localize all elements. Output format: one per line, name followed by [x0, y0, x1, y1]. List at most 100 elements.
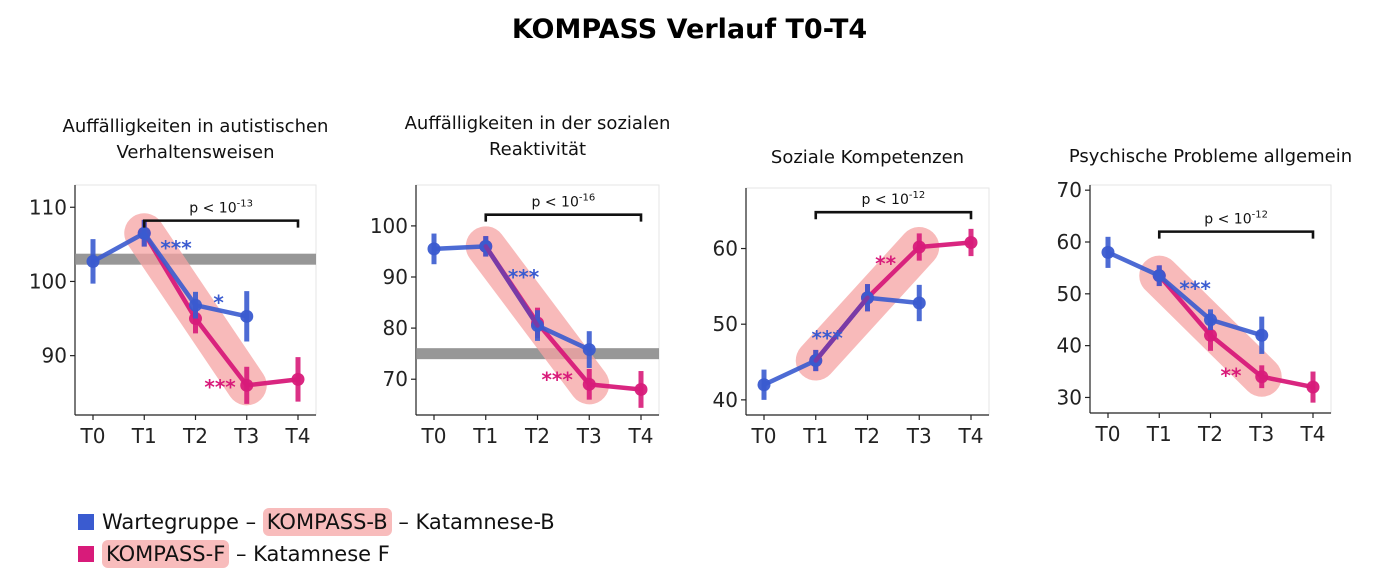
series-line-warte	[1157, 273, 1213, 322]
x-tick-label: T3	[233, 424, 259, 448]
x-tick-label: T2	[1197, 422, 1223, 446]
legend-row-kompass-f: KOMPASS-F – Katamnese F	[78, 540, 390, 568]
y-tick-label: 50	[713, 312, 738, 336]
data-point-warte	[189, 298, 202, 312]
significance-stars: ***	[508, 265, 540, 289]
x-tick-label: T2	[182, 424, 208, 448]
significance-stars: ***	[204, 375, 236, 399]
chart-panel-2: Auffälligkeiten in der sozialen Reaktivit…	[370, 113, 671, 448]
significance-stars: **	[1221, 364, 1242, 388]
reference-band	[416, 348, 659, 360]
y-tick-label: 90	[383, 265, 408, 289]
data-point-kompass_f	[634, 382, 648, 396]
x-tick-label: T1	[1146, 422, 1172, 446]
x-tick-label: T0	[1095, 422, 1121, 446]
y-tick-label: 100	[29, 269, 67, 293]
series-line-kompass_f	[865, 244, 922, 300]
legend-swatch-magenta	[78, 546, 94, 562]
x-tick-label: T1	[472, 424, 498, 448]
significance-stars: ***	[160, 236, 192, 260]
series-line-warte	[761, 358, 818, 387]
pvalue-bracket	[484, 213, 643, 222]
series-line-warte	[1105, 250, 1162, 278]
x-tick-label: T4	[285, 424, 311, 448]
series-line-warte	[142, 230, 198, 308]
data-point-warte	[912, 296, 926, 310]
pvalue-bracket	[814, 210, 973, 220]
data-point-kompass_f	[582, 377, 596, 391]
significance-stars: *	[213, 290, 224, 314]
series-line-warte	[1208, 317, 1264, 338]
data-point-kompass_f	[291, 372, 305, 386]
chart-title-line: Verhaltensweisen	[116, 142, 274, 163]
data-point-kompass_f	[1255, 370, 1269, 384]
series-line-overlap	[483, 244, 540, 328]
y-tick-label: 70	[383, 367, 408, 391]
data-point-kompass_f	[1306, 380, 1320, 394]
series-line-kompass_f	[535, 320, 592, 387]
x-tick-label: T0	[751, 424, 777, 448]
data-point-warte	[137, 226, 151, 240]
legend-katamnese-f-label: – Katamnese F	[235, 542, 390, 566]
data-point-warte	[86, 254, 100, 268]
x-tick-label: T2	[524, 424, 550, 448]
pvalue-exponent: -13	[237, 199, 253, 210]
chart-panel-4: Psychische Probleme allgemein 30 40 50 60 70 T…	[1057, 146, 1353, 446]
chart-title-line: Soziale Kompetenzen	[771, 147, 964, 168]
series-line-kompass_f	[1208, 333, 1264, 379]
pvalue-bracket	[142, 219, 300, 228]
chart-title-line: Auffälligkeiten in der sozialen	[405, 113, 671, 134]
data-point-warte	[582, 343, 596, 357]
legend-swatch-blue	[78, 514, 94, 530]
x-tick-label: T0	[80, 424, 106, 448]
significance-stars: ***	[811, 326, 843, 350]
significance-stars: **	[875, 252, 896, 276]
data-point-warte	[1101, 245, 1115, 259]
pvalue-bracket	[1157, 230, 1315, 239]
chart-panel-1: Auffälligkeiten in autistischen Verhalten…	[29, 116, 329, 448]
y-tick-label: 100	[370, 214, 408, 238]
legend-row-warte: Wartegruppe – KOMPASS-B – Katamnese-B	[78, 508, 555, 536]
y-tick-label: 110	[29, 195, 67, 219]
legend-warte-label: Wartegruppe –	[102, 510, 257, 534]
series-line-warte	[431, 244, 488, 252]
chart-title-line: Reaktivität	[489, 139, 586, 160]
pvalue-exponent: -12	[909, 190, 925, 201]
significance-stars: ***	[1179, 277, 1211, 301]
x-tick-label: T1	[802, 424, 828, 448]
reference-band	[75, 253, 316, 265]
y-tick-label: 50	[1057, 282, 1082, 306]
series-line-kompass_f	[917, 240, 974, 250]
series-line-kompass_f	[1259, 374, 1316, 390]
y-tick-label: 90	[42, 344, 67, 368]
y-tick-label: 40	[1057, 334, 1082, 358]
data-point-warte	[1255, 328, 1269, 342]
y-tick-label: 70	[1057, 178, 1082, 202]
x-tick-label: T4	[1300, 422, 1326, 446]
y-tick-label: 60	[1057, 230, 1082, 254]
series-line-warte	[535, 323, 592, 352]
data-point-warte	[757, 378, 771, 392]
data-point-warte	[1152, 269, 1166, 283]
pvalue-exponent: -16	[579, 193, 595, 204]
data-point-kompass_f	[1204, 328, 1217, 342]
x-tick-label: T3	[906, 424, 932, 448]
series-line-kompass_f	[244, 377, 301, 388]
data-point-kompass_f	[964, 235, 978, 249]
data-point-warte	[240, 309, 254, 323]
y-tick-label: 60	[713, 237, 738, 261]
legend-kompass-f-label: KOMPASS-F	[102, 540, 230, 568]
x-tick-label: T1	[131, 424, 157, 448]
series-line-warte	[193, 302, 249, 319]
chart-title-line: Psychische Probleme allgemein	[1069, 146, 1352, 167]
x-tick-label: T3	[576, 424, 602, 448]
y-tick-label: 80	[383, 316, 408, 340]
chart-title-line: Auffälligkeiten in autistischen	[63, 116, 329, 137]
data-point-kompass_f	[240, 378, 254, 392]
pvalue-exponent: -12	[1252, 210, 1268, 221]
series-line-kompass_f	[193, 316, 249, 388]
legend-kompass-b-label: KOMPASS-B	[262, 508, 392, 536]
x-tick-label: T0	[421, 424, 447, 448]
